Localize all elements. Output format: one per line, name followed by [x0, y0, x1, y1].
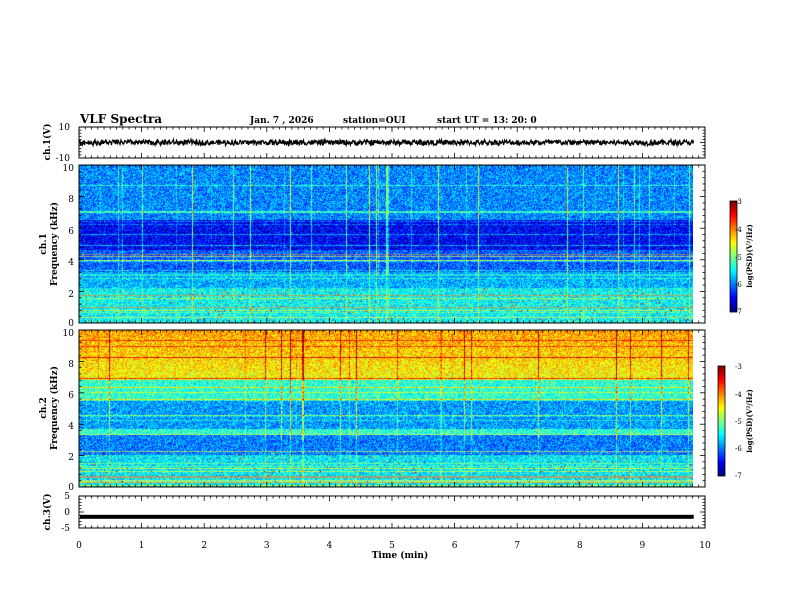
- ch1-spectrogram-ticks: [78, 164, 706, 324]
- x-tick-label: 4: [327, 541, 333, 551]
- ch2-spectrogram-image: [79, 330, 693, 487]
- ch2-cb-tick-m3: -3: [735, 363, 742, 371]
- ch1-ytick-0: 0: [68, 319, 74, 329]
- ch3-ytick-bottom: -5: [61, 524, 70, 534]
- ch2-ytick-0: 0: [68, 483, 74, 493]
- ch1-ytick-4: 4: [68, 258, 74, 268]
- ch1-cb-tick-m6: -6: [735, 281, 742, 289]
- ch1-ytick-8: 8: [68, 195, 74, 205]
- ch2-ytick-2: 2: [68, 453, 74, 463]
- ch2-spectrogram-ticks: [78, 329, 706, 488]
- x-tick-label: 1: [139, 541, 145, 551]
- x-axis-label: Time (min): [372, 550, 429, 561]
- ch2-spectrogram-panel: 10 8 6 4 2 0 ch.2 Frequency (kHz): [39, 329, 706, 493]
- ch3-ytick-mid: 0: [64, 508, 70, 518]
- ch2-colorbar-frame: [717, 365, 726, 477]
- ch1-spectrogram-panel: 10 8 6 4 2 0 ch.1 Frequency (kHz): [39, 164, 706, 329]
- date-label: Jan. 7 , 2026: [249, 116, 314, 126]
- ch1-colorbar-frame: [729, 200, 738, 313]
- ch3-waveform-ticks: [78, 495, 706, 529]
- ch1-colorbar-gradient: [730, 201, 737, 312]
- x-tick-label: 9: [640, 541, 646, 551]
- ch2-colorbar: -3 -4 -5 -6 -7 log(PSD)(V²/Hz): [717, 363, 754, 480]
- x-tick-label: 3: [264, 541, 270, 551]
- ch2-ytick-10: 10: [63, 329, 75, 339]
- ch1-ytick-bottom: -10: [56, 154, 71, 164]
- ch1-spectrogram-image: [79, 165, 693, 323]
- ch2-spec-channel-label: ch.2: [39, 397, 49, 418]
- ch1-ytick-6: 6: [68, 227, 74, 237]
- ch2-cb-tick-m6: -6: [735, 445, 742, 453]
- ch1-ytick-10: 10: [63, 164, 75, 174]
- ch1-colorbar-label: log(PSD)(V²/Hz): [745, 224, 754, 288]
- station-label: station=OUI: [343, 116, 406, 126]
- ch2-ytick-4: 4: [68, 422, 74, 432]
- x-tick-label: 2: [201, 541, 207, 551]
- x-tick-label: 6: [452, 541, 458, 551]
- ch1-waveform-trace: [79, 137, 695, 148]
- ch1-cb-tick-m7: -7: [735, 308, 742, 316]
- x-tick-label: 0: [76, 541, 82, 551]
- ch1-spec-ylabel: Frequency (kHz): [49, 202, 60, 286]
- ch2-ytick-8: 8: [68, 360, 74, 370]
- ch1-waveform-panel: 10 -10 ch.1(V): [42, 123, 706, 164]
- ch3-ytick-top: 5: [64, 492, 70, 502]
- start-time-label: start UT = 13: 20: 0: [437, 116, 537, 126]
- ch3-waveform-ylabel: ch.3(V): [42, 494, 53, 531]
- x-tick-label: 10: [699, 541, 711, 551]
- x-tick-label: 8: [577, 541, 583, 551]
- ch2-cb-tick-m7: -7: [735, 472, 742, 480]
- ch1-spec-channel-label: ch.1: [39, 233, 49, 254]
- ch2-spec-ylabel: Frequency (kHz): [49, 366, 60, 450]
- ch1-cb-tick-m3: -3: [735, 198, 742, 206]
- ch1-colorbar: -3 -4 -5 -6 -7 log(PSD)(V²/Hz): [729, 198, 754, 316]
- x-axis-tick-labels: 0 1 2 3 4 5 6 7 8 9 10: [76, 541, 711, 551]
- ch2-cb-tick-m5: -5: [735, 418, 742, 426]
- ch2-colorbar-gradient: [718, 366, 725, 476]
- ch3-waveform-trace: [80, 514, 694, 519]
- x-tick-label: 7: [514, 541, 520, 551]
- ch2-colorbar-label: log(PSD)(V²/Hz): [745, 389, 754, 453]
- ch1-waveform-ylabel: ch.1(V): [42, 124, 53, 161]
- ch1-waveform-ticks: [78, 126, 706, 159]
- figure-title: VLF Spectra: [79, 112, 162, 126]
- ch1-ytick-top: 10: [59, 123, 71, 133]
- ch1-cb-tick-m5: -5: [735, 254, 742, 262]
- ch2-ytick-6: 6: [68, 391, 74, 401]
- ch2-cb-tick-m4: -4: [735, 391, 742, 399]
- ch1-cb-tick-m4: -4: [735, 226, 742, 234]
- x-tick-label: 5: [389, 541, 395, 551]
- ch1-ytick-2: 2: [68, 290, 74, 300]
- ch3-waveform-panel: 5 0 -5 ch.3(V): [42, 492, 706, 534]
